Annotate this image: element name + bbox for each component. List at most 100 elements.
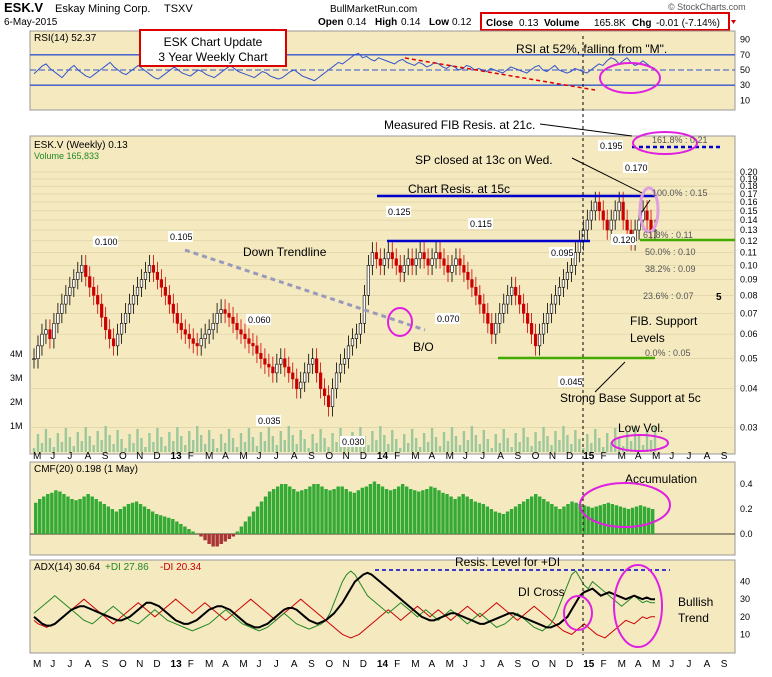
- candle-body: [243, 333, 247, 339]
- price-tick-label: 0.18: [740, 181, 758, 191]
- volume-bar: [426, 442, 430, 452]
- candle-body: [159, 279, 163, 288]
- candle-body: [537, 333, 542, 347]
- volume-bar: [311, 434, 314, 452]
- candle-body: [179, 323, 183, 331]
- candle-body: [382, 258, 386, 266]
- candle-body: [474, 286, 478, 296]
- volume-bar: [255, 446, 259, 452]
- candle-body: [446, 265, 450, 273]
- cmf-bar: [191, 531, 195, 534]
- candle-body: [199, 338, 203, 347]
- candle-body: [319, 372, 323, 390]
- cmf-bar: [62, 494, 66, 534]
- price-point-label: 0.030: [342, 437, 365, 447]
- month-label-top: A: [222, 451, 229, 462]
- breakout-note: B/O: [413, 340, 434, 354]
- volume-bar: [160, 437, 163, 452]
- volume-bar: [530, 446, 533, 452]
- candle-body: [334, 372, 339, 390]
- volume-bar: [307, 448, 310, 452]
- candle-body: [522, 303, 526, 314]
- cmf-bar: [606, 502, 611, 534]
- cmf-bar: [570, 501, 574, 534]
- cmf-bar: [525, 499, 530, 534]
- price-label-bg: [340, 436, 365, 447]
- volume-bar: [211, 439, 215, 452]
- cmf-bar: [122, 506, 127, 534]
- candle-body: [557, 286, 562, 296]
- candle-body: [597, 201, 601, 212]
- candle-body: [354, 333, 359, 339]
- cmf-bar: [622, 507, 627, 534]
- volume-bar: [164, 446, 167, 452]
- cmf-bar: [368, 484, 373, 534]
- price-tick-label: 0.20: [740, 167, 758, 177]
- volume-bar: [275, 445, 279, 452]
- cmf-bar: [554, 506, 558, 534]
- cmf-bar: [534, 494, 538, 534]
- candle-body: [203, 333, 207, 339]
- volume-bar: [414, 438, 418, 452]
- price-tick-label: 0.04: [740, 384, 758, 394]
- candle-body: [255, 345, 259, 354]
- volume-bar: [534, 432, 537, 452]
- volume-bar: [598, 438, 601, 452]
- cmf-bar: [50, 492, 54, 534]
- volume-bar: [594, 429, 597, 452]
- candle-body: [526, 313, 530, 324]
- month-label-top: J: [480, 451, 485, 462]
- price-label-bg: [611, 234, 636, 245]
- month-label-top: M: [618, 451, 626, 462]
- svg-text:0.12: 0.12: [452, 17, 472, 28]
- cmf-bar: [34, 502, 38, 534]
- volume-bar: [438, 446, 442, 452]
- candle-body: [326, 395, 331, 408]
- price-label-bg: [468, 218, 493, 229]
- month-label-top: O: [325, 451, 333, 462]
- candle-body: [482, 303, 486, 314]
- volume-bar: [76, 432, 79, 452]
- month-label-bottom: O: [325, 659, 333, 670]
- cmf-bar: [340, 486, 344, 534]
- candle-body: [147, 265, 152, 273]
- cmf-bar: [461, 494, 465, 534]
- volume-bar: [108, 435, 111, 452]
- candle-body: [171, 303, 175, 314]
- volume-bar: [243, 442, 247, 452]
- price-tick-label: 0.16: [740, 197, 758, 207]
- resis-di-note: Resis. Level for +DI: [455, 555, 560, 569]
- volume-bar: [502, 429, 505, 452]
- volume-bar: [88, 436, 91, 452]
- price-tick-label: 0.19: [740, 174, 758, 184]
- month-label-top: J: [67, 451, 72, 462]
- month-label-top: M: [652, 451, 660, 462]
- cmf-bar: [380, 486, 385, 534]
- volume-bar: [649, 440, 653, 452]
- month-label-bottom: J: [50, 659, 55, 670]
- cmf-bar: [150, 511, 155, 534]
- cmf-bar: [566, 504, 570, 534]
- candle-body: [231, 316, 235, 324]
- price-tick-label: 0.09: [740, 275, 758, 285]
- volume-bar: [140, 438, 143, 452]
- cmf-bar: [66, 496, 70, 534]
- down-trendline-note: Down Trendline: [243, 245, 327, 259]
- cmf-bar: [126, 504, 131, 534]
- candle-body: [151, 265, 156, 273]
- candle-body: [219, 309, 223, 314]
- volume-bar: [319, 429, 322, 452]
- volume-bar: [486, 439, 490, 452]
- month-label-top: J: [257, 451, 262, 462]
- volume-bar: [454, 436, 458, 452]
- breakout-circle: [387, 307, 413, 337]
- fib-levels-note: Levels: [630, 331, 665, 345]
- cmf-bar: [372, 481, 377, 534]
- cmf-bar: [130, 502, 135, 534]
- adx-panel: [29, 559, 736, 654]
- month-label-bottom: N: [549, 659, 556, 670]
- volume-bar: [207, 430, 211, 452]
- volume-bar: [267, 427, 271, 452]
- month-label-top: A: [635, 451, 642, 462]
